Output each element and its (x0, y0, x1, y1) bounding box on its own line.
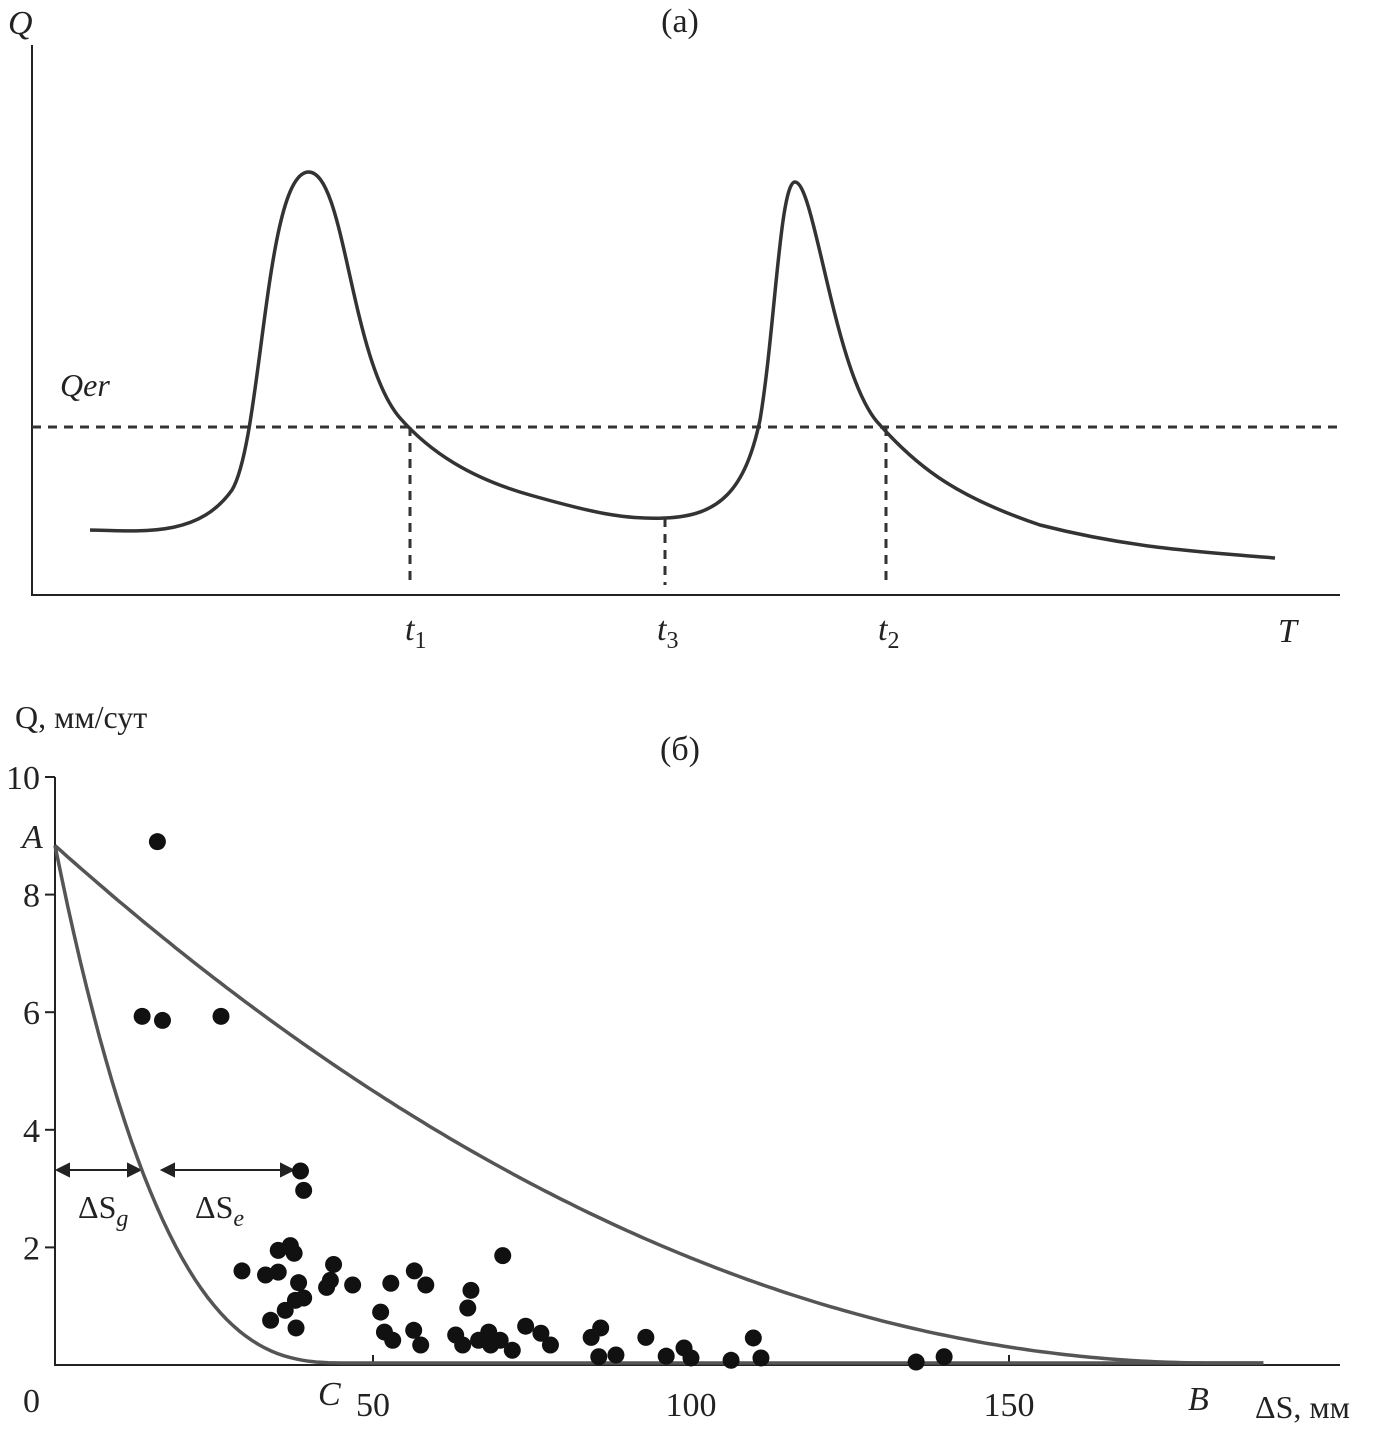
panel-b-label: (б) (660, 731, 700, 768)
data-point (935, 1348, 953, 1366)
data-point (470, 1331, 488, 1349)
delta-sg-label: ΔSg (78, 1189, 128, 1232)
data-point (907, 1353, 925, 1371)
data-point (722, 1351, 740, 1369)
data-point (454, 1336, 472, 1354)
data-point (344, 1276, 362, 1294)
t2-label: t2 (878, 611, 899, 654)
interval-arrows (54, 1162, 296, 1178)
data-point (384, 1331, 402, 1349)
x-tick-label: 150 (984, 1387, 1035, 1424)
data-point (269, 1263, 287, 1281)
data-point (148, 833, 166, 851)
data-point (752, 1349, 770, 1367)
data-point (412, 1336, 430, 1354)
y-tick-label: 0 (23, 1383, 40, 1420)
data-point (405, 1321, 423, 1339)
data-point (291, 1162, 309, 1180)
data-point (637, 1328, 655, 1346)
data-point (257, 1266, 275, 1284)
data-point (491, 1331, 509, 1349)
data-point (657, 1347, 675, 1365)
data-point (462, 1281, 480, 1299)
data-point (459, 1299, 477, 1317)
data-point (153, 1011, 171, 1029)
data-point (295, 1289, 313, 1307)
t1-label: t1 (405, 611, 426, 654)
data-point (290, 1274, 308, 1292)
panel-a-x-axis-label: T (1278, 613, 1299, 650)
data-point (682, 1349, 700, 1367)
data-point (262, 1311, 280, 1329)
data-point (744, 1329, 762, 1347)
point-a-label: A (20, 819, 43, 856)
y-tick-label: 8 (23, 878, 40, 915)
data-point (295, 1181, 313, 1199)
envelope-curve-a-b (53, 844, 1264, 1365)
data-point (405, 1262, 423, 1280)
y-tick-label: 10 (6, 760, 40, 797)
data-point (607, 1346, 625, 1364)
data-point (517, 1317, 535, 1335)
panel-a: (a) Q T Qer t1 t3 t2 (8, 3, 1340, 654)
data-point (503, 1341, 521, 1359)
data-point (417, 1276, 435, 1294)
point-c-label: C (318, 1376, 341, 1413)
data-point (372, 1303, 390, 1321)
x-tick-label: 100 (666, 1387, 717, 1424)
panel-b-x-axis-label: ΔS, мм (1255, 1389, 1350, 1425)
data-point (590, 1348, 608, 1366)
y-tick-label: 2 (23, 1230, 40, 1267)
data-point (133, 1007, 151, 1025)
point-b-label: B (1188, 1381, 1209, 1418)
hydrograph-line (89, 170, 1276, 560)
data-point (233, 1262, 251, 1280)
t3-label: t3 (657, 611, 678, 654)
data-point (287, 1319, 305, 1337)
y-tick-label: 6 (23, 995, 40, 1032)
panel-a-y-axis-label: Q (8, 5, 33, 42)
data-point (541, 1336, 559, 1354)
data-point (382, 1274, 400, 1292)
data-point (321, 1271, 339, 1289)
data-point (285, 1244, 303, 1262)
y-tick-label: 4 (23, 1113, 40, 1150)
data-point (494, 1247, 512, 1265)
x-tick-label: 50 (356, 1387, 390, 1424)
data-point (325, 1255, 343, 1273)
panel-b: (б) Q, мм/сут ΔS, мм A B C ΔSg ΔSe 0 2 4 6 8… (6, 699, 1350, 1425)
panel-b-y-axis-label: Q, мм/сут (15, 699, 147, 735)
data-point (592, 1319, 610, 1337)
data-point (212, 1007, 230, 1025)
panel-a-label: (a) (661, 3, 699, 40)
qer-label: Qer (60, 367, 110, 403)
delta-se-label: ΔSe (195, 1189, 244, 1232)
data-point (532, 1324, 550, 1342)
envelope-curve-a-c (53, 845, 1264, 1365)
